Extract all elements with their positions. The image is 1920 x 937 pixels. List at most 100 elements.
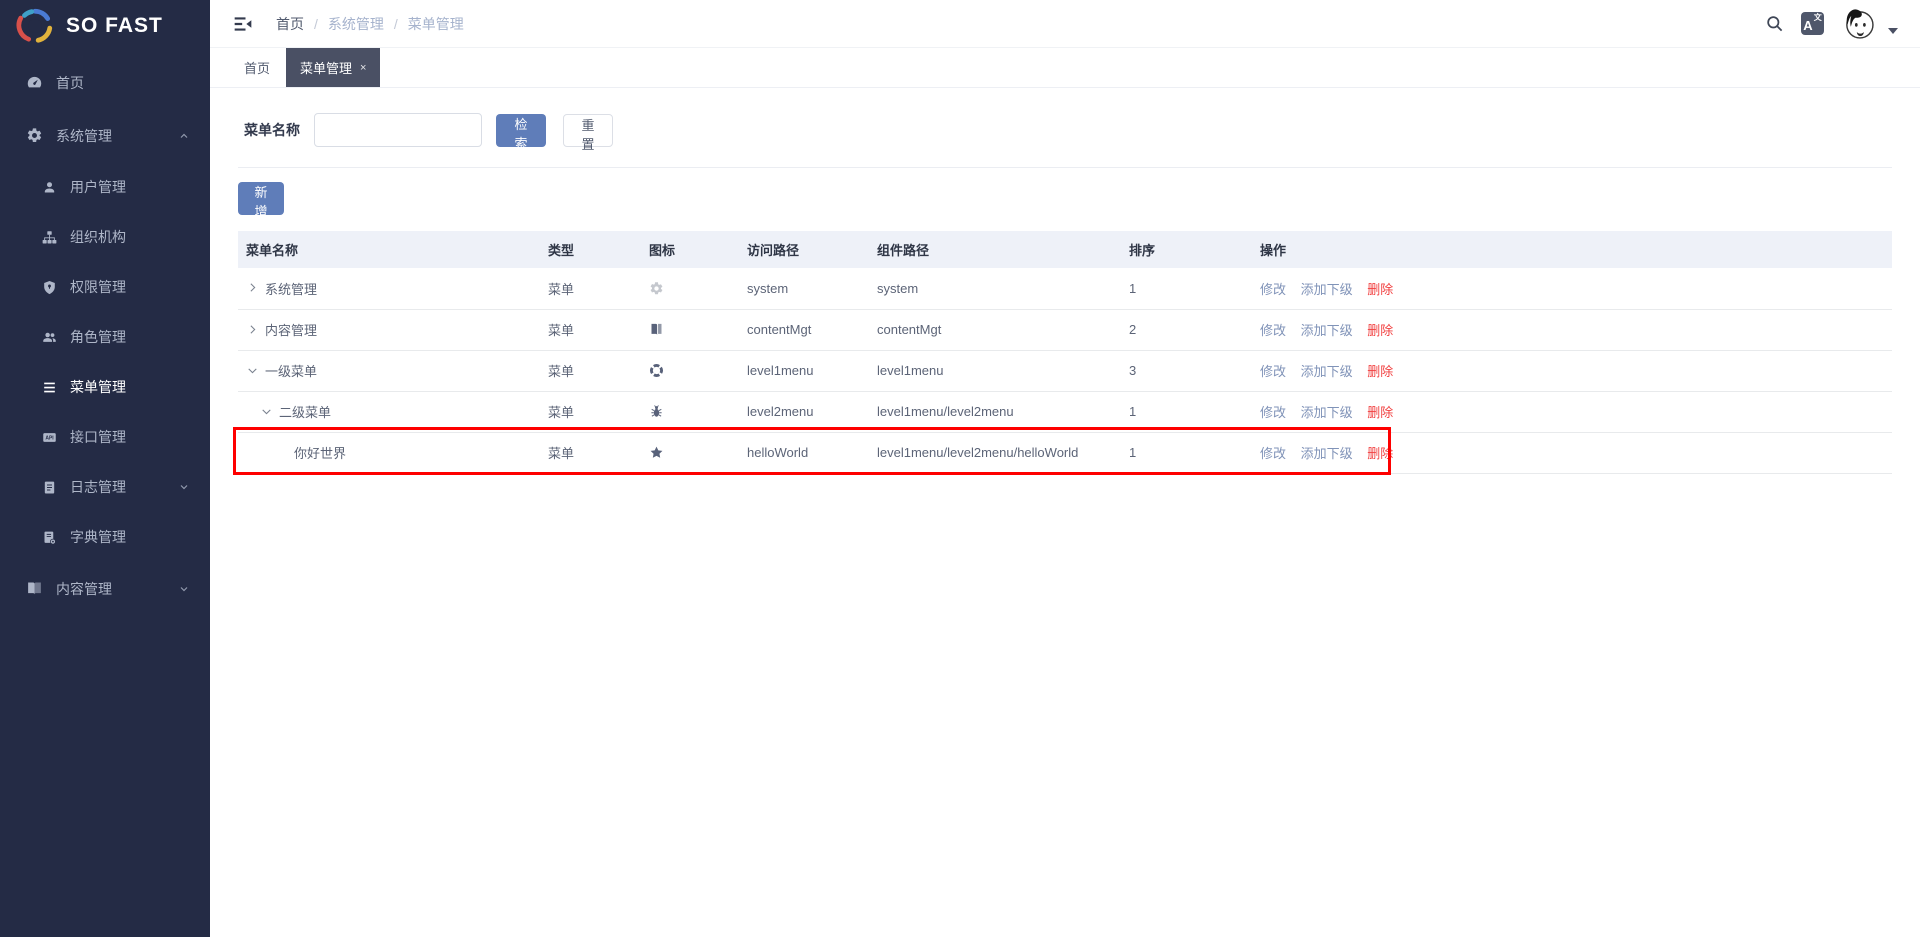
col-actions: 操作 bbox=[1252, 231, 1892, 268]
tab-home[interactable]: 首页 bbox=[228, 48, 286, 87]
add-button[interactable]: 新增 bbox=[238, 182, 284, 219]
sort-cell: 1 bbox=[1121, 432, 1252, 474]
delete-link[interactable]: 删除 bbox=[1367, 405, 1394, 420]
sidebar-item-dictionary[interactable]: 字典管理 bbox=[0, 512, 210, 562]
tab-bar: 首页 菜单管理 × bbox=[210, 48, 1920, 88]
sidebar-item-menus[interactable]: 菜单管理 bbox=[0, 362, 210, 412]
component-cell: level1menu/level2menu bbox=[869, 391, 1121, 433]
sidebar-collapse-icon[interactable] bbox=[232, 14, 254, 34]
sidebar-item-label: 字典管理 bbox=[70, 529, 126, 545]
sidebar-item-label: 权限管理 bbox=[70, 279, 126, 295]
breadcrumb-menus[interactable]: 菜单管理 bbox=[407, 15, 464, 32]
reset-button[interactable]: 重置 bbox=[563, 113, 613, 152]
search-icon[interactable] bbox=[1765, 14, 1784, 33]
component-cell: system bbox=[869, 268, 1121, 310]
sidebar-item-logs[interactable]: 日志管理 bbox=[0, 462, 210, 512]
col-sort: 排序 bbox=[1121, 231, 1252, 268]
breadcrumb-home[interactable]: 首页 bbox=[276, 15, 304, 32]
sitemap-icon bbox=[42, 230, 57, 245]
add-child-link[interactable]: 添加下级 bbox=[1300, 281, 1353, 297]
delete-link[interactable]: 删除 bbox=[1367, 364, 1394, 379]
sidebar-item-label: 角色管理 bbox=[70, 329, 126, 345]
avatar[interactable] bbox=[1841, 6, 1877, 42]
sidebar-item-content[interactable]: 内容管理 bbox=[0, 562, 210, 615]
path-cell: system bbox=[739, 268, 869, 310]
delete-link[interactable]: 删除 bbox=[1367, 446, 1394, 461]
svg-text:API: API bbox=[45, 435, 54, 441]
edit-link[interactable]: 修改 bbox=[1260, 446, 1287, 461]
sidebar-item-permissions[interactable]: 权限管理 bbox=[0, 262, 210, 312]
page-content: 菜单名称 检索 重置 新增 菜单名称 类型 图标 访问路 bbox=[210, 88, 1920, 937]
dictionary-icon bbox=[42, 530, 57, 545]
edit-link[interactable]: 修改 bbox=[1260, 364, 1287, 379]
star-icon bbox=[649, 445, 731, 460]
menu-name-cell: 二级菜单 bbox=[279, 405, 332, 420]
book-icon bbox=[649, 322, 731, 337]
edit-link[interactable]: 修改 bbox=[1260, 405, 1287, 420]
add-child-link[interactable]: 添加下级 bbox=[1300, 446, 1353, 461]
gear-icon bbox=[26, 127, 43, 144]
table-row: 系统管理 菜单 system system 1 修改 添加下级 删除 bbox=[238, 268, 1892, 310]
sidebar-item-api[interactable]: API 接口管理 bbox=[0, 412, 210, 462]
col-menu-name: 菜单名称 bbox=[238, 231, 540, 268]
dashboard-icon bbox=[26, 74, 43, 91]
edit-link[interactable]: 修改 bbox=[1260, 323, 1287, 338]
path-cell: level2menu bbox=[739, 391, 869, 433]
component-cell: level1menu bbox=[869, 350, 1121, 392]
log-document-icon bbox=[42, 480, 57, 495]
sidebar-item-home[interactable]: 首页 bbox=[0, 56, 210, 109]
sidebar-item-label: 内容管理 bbox=[56, 580, 112, 597]
menu-name-cell: 一级菜单 bbox=[265, 364, 318, 379]
sidebar-item-roles[interactable]: 角色管理 bbox=[0, 312, 210, 362]
logo-text: SO FAST bbox=[66, 14, 163, 37]
col-path: 访问路径 bbox=[739, 231, 869, 268]
sidebar: SO FAST 首页 系统管理 bbox=[0, 0, 210, 937]
sidebar-item-label: 组织机构 bbox=[70, 229, 126, 245]
sidebar-item-label: 接口管理 bbox=[70, 429, 126, 445]
chevron-down-icon bbox=[178, 583, 190, 595]
path-cell: helloWorld bbox=[739, 432, 869, 474]
delete-link[interactable]: 删除 bbox=[1367, 323, 1394, 338]
table-row: 内容管理 菜单 contentMgt contentMgt 2 修改 添加下级 … bbox=[238, 309, 1892, 351]
circle-notch-icon bbox=[649, 363, 731, 378]
menu-name-cell: 内容管理 bbox=[265, 323, 318, 338]
breadcrumb-system[interactable]: 系统管理 bbox=[327, 15, 384, 32]
menu-name-input[interactable] bbox=[314, 113, 482, 147]
search-button[interactable]: 检索 bbox=[496, 113, 546, 151]
add-child-link[interactable]: 添加下级 bbox=[1300, 323, 1353, 338]
app-logo[interactable]: SO FAST bbox=[0, 0, 210, 52]
menu-name-cell: 你好世界 bbox=[294, 446, 347, 461]
col-type: 类型 bbox=[540, 231, 641, 268]
sort-cell: 1 bbox=[1121, 391, 1252, 433]
delete-link[interactable]: 删除 bbox=[1367, 281, 1394, 297]
caret-down-icon[interactable] bbox=[1888, 27, 1898, 34]
breadcrumb-separator: / bbox=[393, 15, 398, 32]
close-icon[interactable]: × bbox=[360, 61, 367, 74]
table-header-row: 菜单名称 类型 图标 访问路径 组件路径 排序 操作 bbox=[238, 231, 1892, 268]
sidebar-item-system[interactable]: 系统管理 bbox=[0, 109, 210, 162]
type-cell: 菜单 bbox=[540, 350, 641, 392]
sidebar-item-label: 首页 bbox=[56, 74, 84, 91]
path-cell: contentMgt bbox=[739, 309, 869, 351]
table-row: 一级菜单 菜单 level1menu level1menu 3 修改 bbox=[238, 350, 1892, 392]
expand-arrow-icon[interactable] bbox=[246, 323, 260, 337]
menu-list-icon bbox=[42, 380, 57, 395]
edit-link[interactable]: 修改 bbox=[1260, 281, 1287, 297]
collapse-arrow-icon[interactable] bbox=[260, 405, 274, 419]
shield-marker-icon bbox=[42, 280, 57, 295]
table-toolbar: 新增 bbox=[238, 168, 1892, 231]
add-child-link[interactable]: 添加下级 bbox=[1300, 364, 1353, 379]
sidebar-item-users[interactable]: 用户管理 bbox=[0, 162, 210, 212]
sort-cell: 3 bbox=[1121, 350, 1252, 392]
collapse-arrow-icon[interactable] bbox=[246, 364, 260, 378]
gear-icon bbox=[649, 281, 731, 296]
sidebar-item-organization[interactable]: 组织机构 bbox=[0, 212, 210, 262]
add-child-link[interactable]: 添加下级 bbox=[1300, 405, 1353, 420]
component-cell: level1menu/level2menu/helloWorld bbox=[869, 432, 1121, 474]
expand-arrow-icon[interactable] bbox=[246, 281, 260, 295]
col-icon: 图标 bbox=[641, 231, 739, 268]
tab-menus[interactable]: 菜单管理 × bbox=[286, 48, 381, 87]
users-icon bbox=[42, 330, 57, 345]
